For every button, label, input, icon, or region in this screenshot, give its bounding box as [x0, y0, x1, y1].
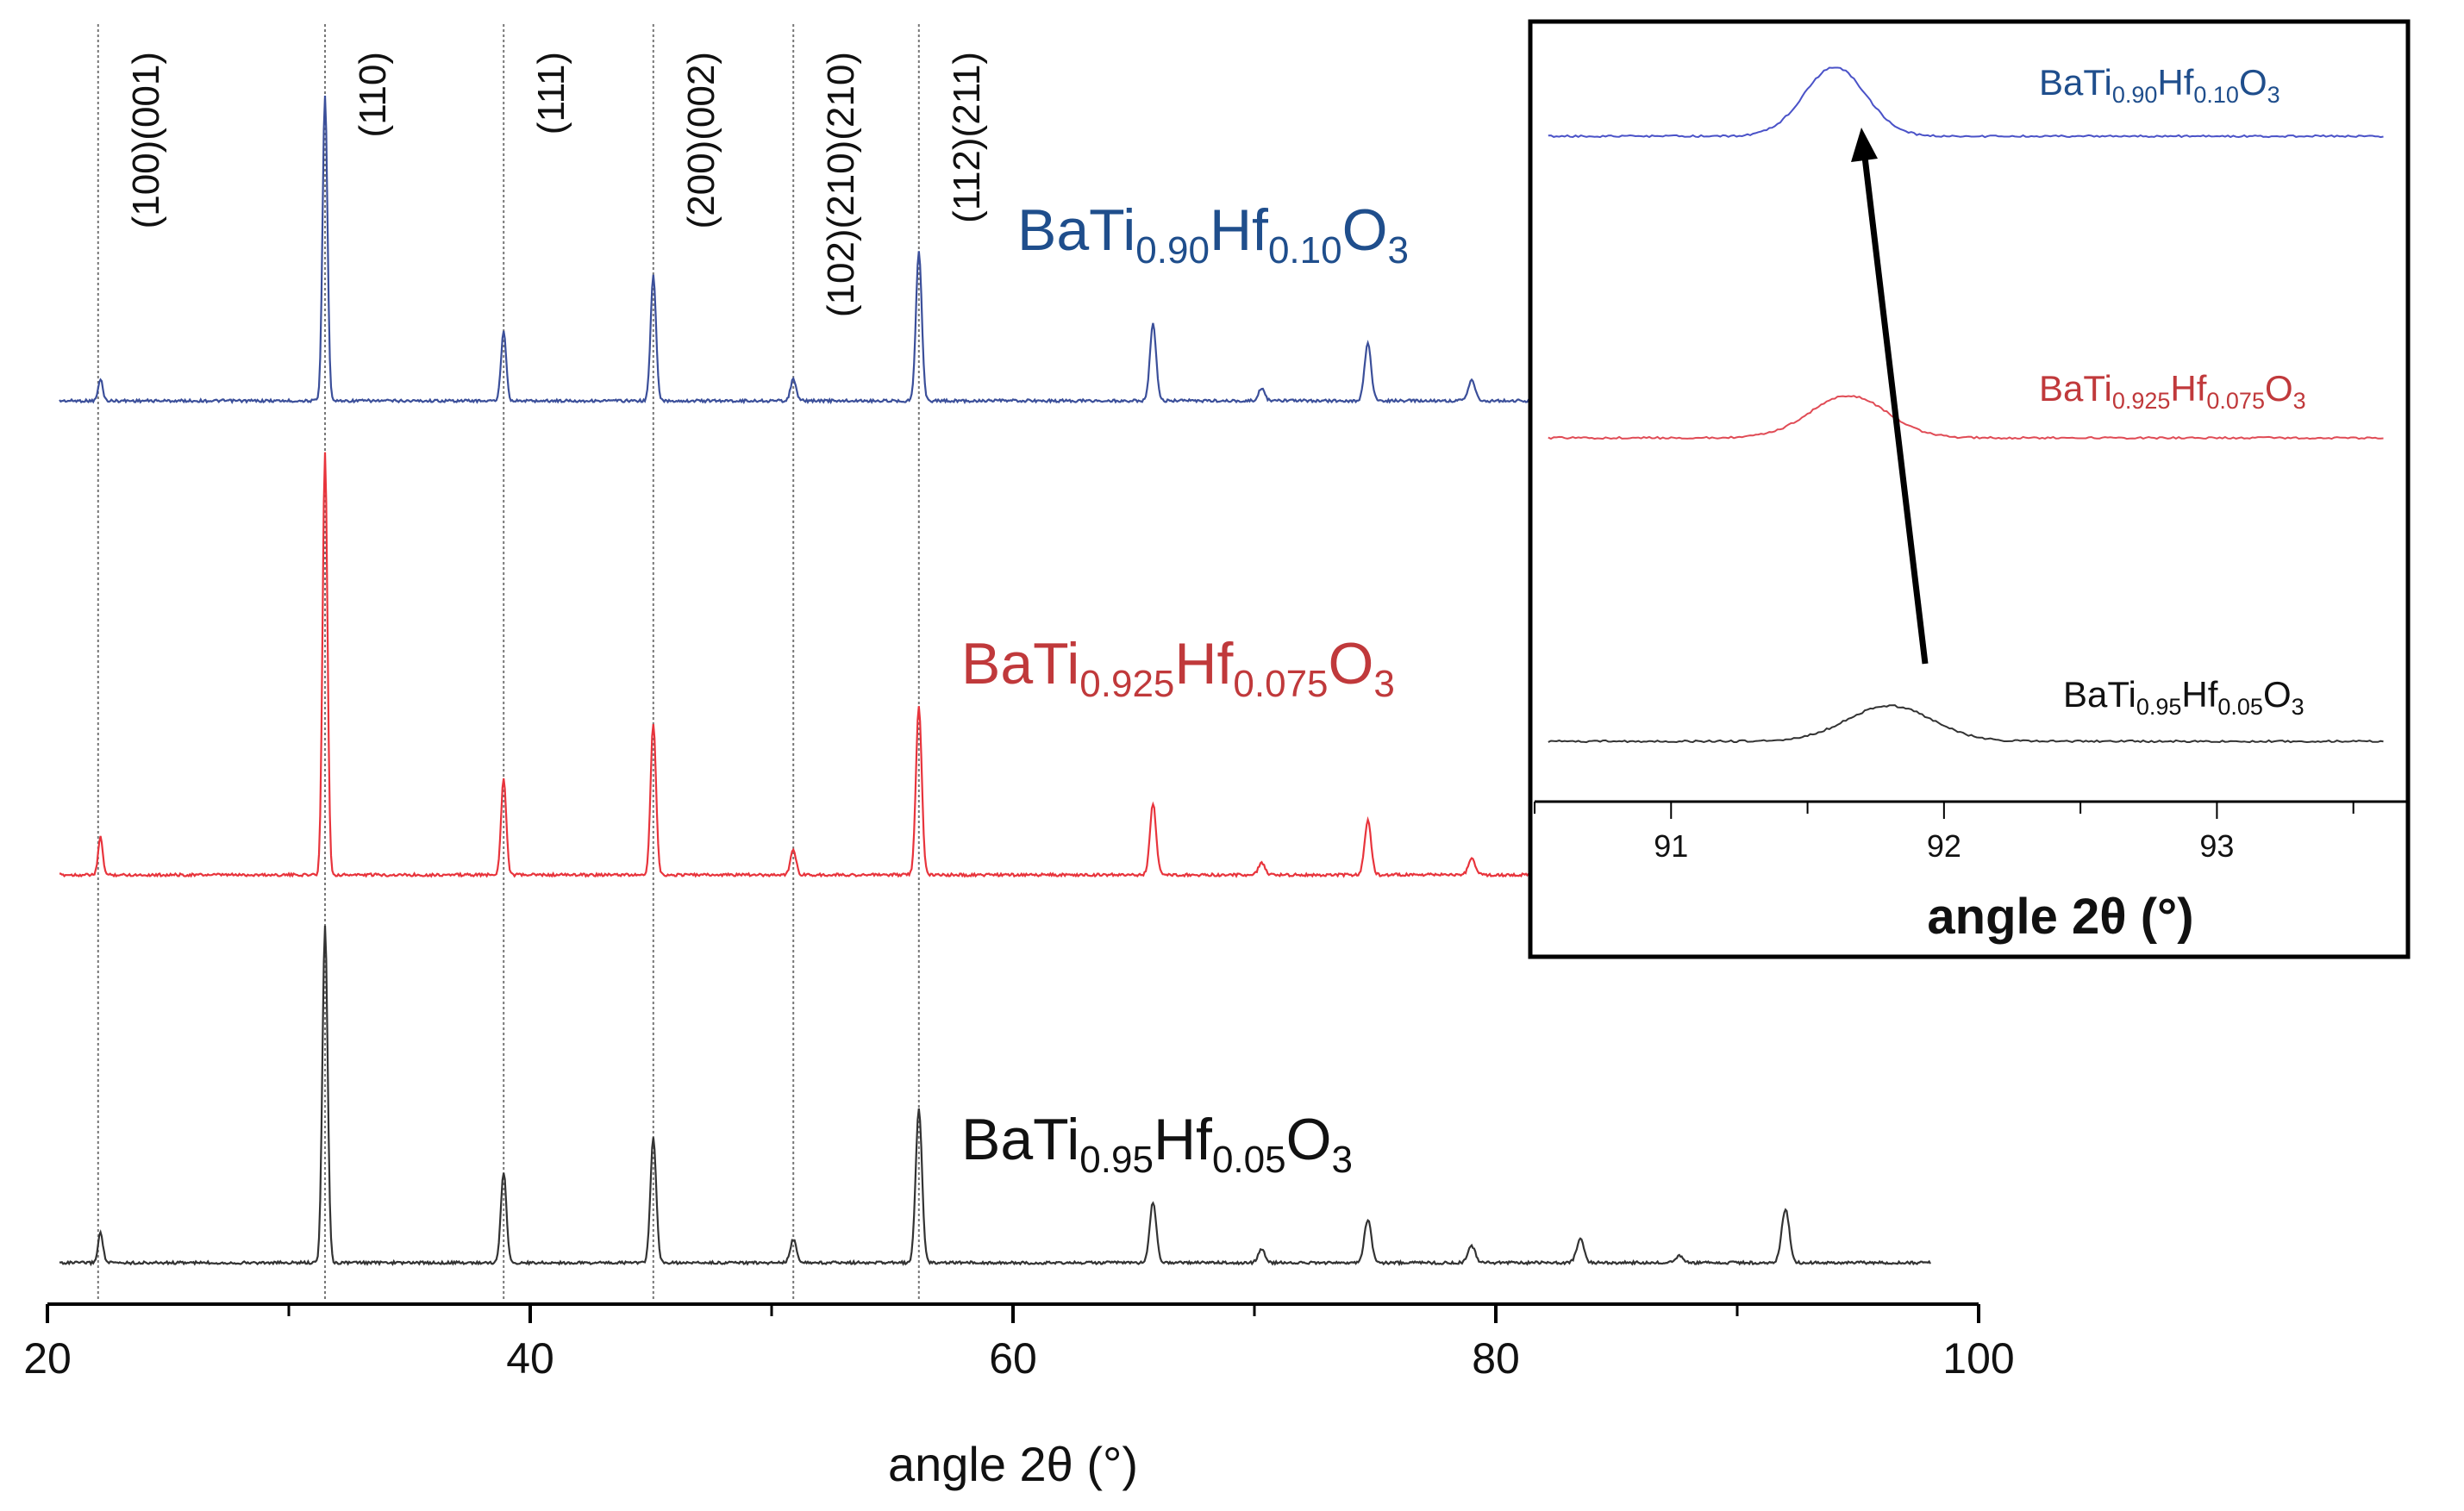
x-tick-label: 100 [1942, 1334, 2014, 1383]
inset-series-label-sub2: 0.05 [2217, 694, 2263, 720]
series-label-base2: Hf [1174, 631, 1233, 696]
series-label-base1: BaTi [961, 631, 1079, 696]
series-label-sub3: 3 [1387, 229, 1408, 272]
inset-series-label-base3: O [2239, 62, 2267, 103]
inset-series-label: BaTi0.90Hf0.10O3 [2039, 62, 2280, 108]
x-tick-label: 80 [1472, 1334, 1520, 1383]
reflection-label: (102)(210)(210) [820, 52, 862, 317]
inset-frame [1528, 19, 2411, 959]
series-label: BaTi0.925Hf0.075O3 [961, 631, 1395, 705]
x-tick-label: 20 [23, 1334, 72, 1383]
inset-series-label-base2: Hf [2157, 62, 2193, 103]
inset-x-axis-label: angle 2θ (°) [1927, 889, 2193, 945]
inset-series-label-base2: Hf [2181, 674, 2217, 715]
series-label-sub2: 0.10 [1268, 229, 1342, 272]
inset-series-label-base3: O [2263, 674, 2292, 715]
inset-series-line [1548, 704, 2384, 744]
inset-x-tick-label: 93 [2199, 828, 2234, 864]
inset-series-label-sub3: 3 [2292, 694, 2305, 720]
reflection-label: (200)(002) [680, 52, 722, 228]
series-label-sub3: 3 [1331, 1139, 1352, 1181]
reflection-label: (111) [530, 52, 572, 134]
inset-series-label: BaTi0.95Hf0.05O3 [2063, 674, 2305, 720]
shift-arrow-head [1851, 128, 1878, 162]
series-label-base3: O [1329, 631, 1374, 696]
series-label-base2: Hf [1154, 1107, 1212, 1172]
series-label-sub3: 3 [1373, 663, 1394, 705]
inset-series-label-sub2: 0.10 [2193, 82, 2239, 108]
inset-series-label-sub2: 0.075 [2206, 388, 2265, 414]
reflection-label: (112)(211) [946, 52, 988, 223]
inset-series-label-base1: BaTi [2039, 368, 2112, 409]
inset-x-tick-label: 91 [1654, 828, 1688, 864]
inset-chart: BaTi0.90Hf0.10O3BaTi0.925Hf0.075O3BaTi0.… [1528, 19, 2411, 959]
reflection-label: (110) [352, 52, 394, 137]
inset-series-label: BaTi0.925Hf0.075O3 [2039, 368, 2306, 414]
series-label-base3: O [1286, 1107, 1332, 1172]
shift-arrow-shaft [1861, 156, 1929, 665]
series-label-base2: Hf [1210, 197, 1268, 263]
series-label-sub1: 0.925 [1079, 663, 1174, 705]
inset-series-line [1548, 395, 2384, 440]
inset-series-line [1548, 66, 2384, 139]
series-label: BaTi0.95Hf0.05O3 [961, 1107, 1353, 1181]
series-label-base1: BaTi [1017, 197, 1135, 263]
series-line [59, 95, 1557, 405]
series-line [59, 925, 1931, 1267]
series-label-base3: O [1342, 197, 1388, 263]
series-label: BaTi0.90Hf0.10O3 [1017, 197, 1409, 272]
x-tick-label: 60 [989, 1334, 1037, 1383]
series-label-sub1: 0.95 [1079, 1139, 1154, 1181]
series-label-sub2: 0.05 [1212, 1139, 1286, 1181]
inset-series-label-sub1: 0.925 [2112, 388, 2171, 414]
inset-series-label-base1: BaTi [2039, 62, 2112, 103]
series-line [59, 452, 1557, 878]
inset-series-label-sub3: 3 [2267, 82, 2280, 108]
inset-series-label-sub1: 0.90 [2112, 82, 2158, 108]
inset-series-label-base1: BaTi [2063, 674, 2136, 715]
inset-x-tick-label: 92 [1927, 828, 1961, 864]
series-label-sub1: 0.90 [1135, 229, 1210, 272]
x-axis-label: angle 2θ (°) [888, 1437, 1138, 1491]
series-label-base1: BaTi [961, 1107, 1079, 1172]
inset-series-label-base3: O [2265, 368, 2293, 409]
main-xrd-chart: (100)(001) (110) (111) (200)(002) (102)(210)… [23, 24, 2015, 1491]
inset-series-label-sub1: 0.95 [2136, 694, 2182, 720]
inset-series-label-base2: Hf [2170, 368, 2206, 409]
inset-series-label-sub3: 3 [2293, 388, 2306, 414]
reflection-label: (100)(001) [125, 52, 167, 228]
x-tick-label: 40 [506, 1334, 554, 1383]
series-label-sub2: 0.075 [1233, 663, 1328, 705]
